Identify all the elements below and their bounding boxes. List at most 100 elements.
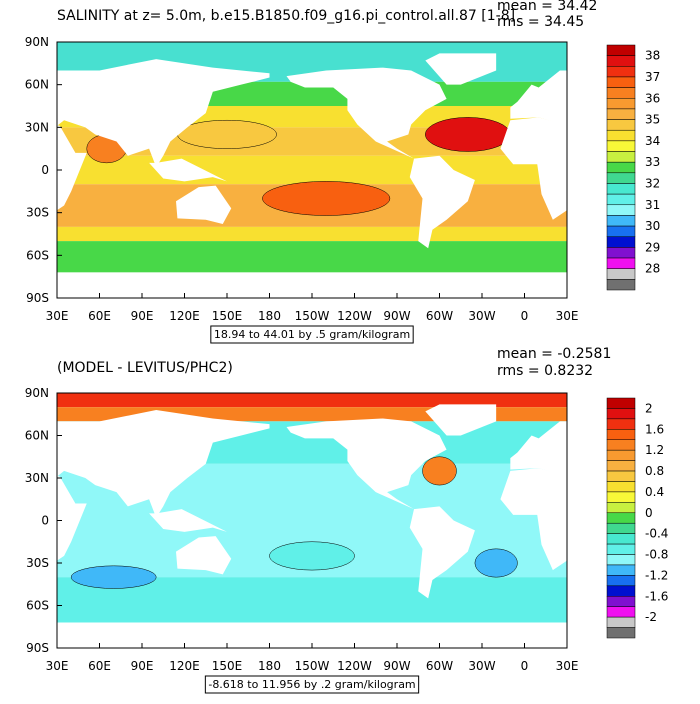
colorbar-box <box>607 523 635 533</box>
colorbar-label: -1.6 <box>645 589 668 603</box>
colorbar-box <box>607 162 635 173</box>
lon-label: 30E <box>556 659 579 673</box>
colorbar-label: 1.6 <box>645 422 664 436</box>
panel-title: SALINITY at z= 5.0m, b.e15.B1850.f09_g16… <box>57 8 515 24</box>
colorbar-label: -0.8 <box>645 548 668 562</box>
colorbar-box <box>607 565 635 575</box>
lon-label: 60E <box>88 659 111 673</box>
info-label: -8.618 to 11.956 by .2 gram/kilogram <box>208 678 415 691</box>
lat-label: 60S <box>26 599 49 613</box>
ocean-feature <box>475 549 517 577</box>
ocean-feature <box>270 542 355 570</box>
ocean-feature <box>71 566 156 589</box>
colorbar-box <box>607 109 635 120</box>
colorbar-box <box>607 279 635 290</box>
colorbar-box <box>607 607 635 617</box>
lon-label: 120W <box>337 309 372 323</box>
colorbar-box <box>607 471 635 481</box>
colorbar-box <box>607 461 635 471</box>
colorbar-box <box>607 513 635 523</box>
info-label: 18.94 to 44.01 by .5 gram/kilogram <box>214 328 410 341</box>
lon-label: 0 <box>521 659 529 673</box>
lon-label: 30E <box>46 309 69 323</box>
colorbar-label: -0.4 <box>645 527 668 541</box>
lon-label: 150W <box>295 659 330 673</box>
colorbar-box <box>607 130 635 141</box>
ocean-feature <box>262 181 390 215</box>
lat-label: 30N <box>25 120 49 134</box>
colorbar-label: 36 <box>645 91 660 105</box>
lat-label: 60S <box>26 248 49 262</box>
colorbar-box <box>607 492 635 502</box>
colorbar-box <box>607 544 635 554</box>
colorbar-box <box>607 555 635 565</box>
lon-label: 30E <box>556 309 579 323</box>
colorbar-label: 30 <box>645 219 660 233</box>
colorbar-label: 2 <box>645 401 653 415</box>
ocean-feature <box>423 457 457 485</box>
colorbar-label: 0.8 <box>645 464 664 478</box>
colorbar-box <box>607 183 635 194</box>
ocean-band <box>57 227 567 241</box>
colorbar-box <box>607 408 635 418</box>
lon-label: 180 <box>258 309 281 323</box>
colorbar-box <box>607 215 635 226</box>
lat-label: 90S <box>26 291 49 305</box>
ocean-feature <box>177 120 276 148</box>
land <box>686 536 700 574</box>
colorbar-box <box>607 596 635 606</box>
ocean-feature <box>687 120 700 148</box>
ocean-band <box>57 241 567 272</box>
lat-label: 90S <box>26 641 49 655</box>
lat-label: 90N <box>25 386 49 400</box>
lon-label: 0 <box>521 309 529 323</box>
lon-label: 60E <box>88 309 111 323</box>
lat-label: 0 <box>41 514 49 528</box>
colorbar-box <box>607 617 635 627</box>
land <box>659 159 700 182</box>
rms-label: rms = 0.8232 <box>497 363 593 379</box>
colorbar-label: 35 <box>645 113 660 127</box>
colorbar-label: 1.2 <box>645 443 664 457</box>
ocean-band <box>57 156 567 184</box>
lat-label: 0 <box>41 163 49 177</box>
colorbar-label: 0.4 <box>645 485 664 499</box>
colorbar-box <box>607 173 635 184</box>
colorbar-box <box>607 77 635 88</box>
colorbar-box <box>607 247 635 258</box>
colorbar-label: -1.2 <box>645 568 668 582</box>
lat-label: 30S <box>26 206 49 220</box>
colorbar-box <box>607 194 635 205</box>
rms-label: rms = 34.45 <box>497 14 584 30</box>
lon-label: 30W <box>468 659 495 673</box>
colorbar-box <box>607 141 635 152</box>
colorbar-box <box>607 56 635 67</box>
colorbar-box <box>607 120 635 131</box>
colorbar-box <box>607 628 635 638</box>
colorbar-label: 0 <box>645 506 653 520</box>
colorbar-label: 34 <box>645 134 660 148</box>
mean-label: mean = -0.2581 <box>497 346 611 362</box>
lon-label: 60W <box>426 309 453 323</box>
lat-label: 60N <box>25 429 49 443</box>
colorbar-box <box>607 45 635 56</box>
colorbar-box <box>607 440 635 450</box>
colorbar-box <box>607 98 635 109</box>
colorbar-box <box>607 205 635 216</box>
colorbar-label: 33 <box>645 155 660 169</box>
colorbar-box <box>607 398 635 408</box>
colorbar-label: 37 <box>645 70 660 84</box>
colorbar-label: 29 <box>645 240 660 254</box>
colorbar-box <box>607 575 635 585</box>
ocean-feature <box>425 117 510 151</box>
lon-label: 120E <box>169 659 200 673</box>
colorbar-box <box>607 152 635 163</box>
colorbar-box <box>607 450 635 460</box>
colorbar-box <box>607 88 635 99</box>
lon-label: 30W <box>468 309 495 323</box>
lon-label: 60W <box>426 659 453 673</box>
colorbar-box <box>607 226 635 237</box>
mean-label: mean = 34.42 <box>497 0 597 14</box>
colorbar-box <box>607 481 635 491</box>
